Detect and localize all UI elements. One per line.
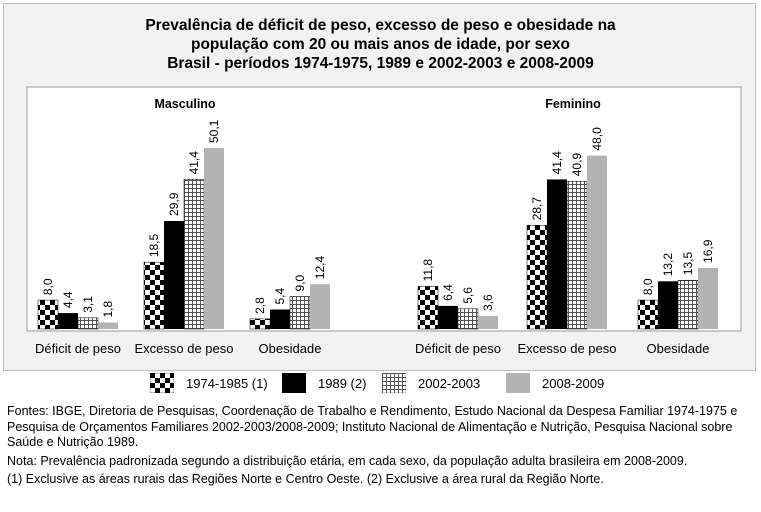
bar (698, 267, 718, 329)
bar (417, 286, 439, 330)
category-label: Excesso de peso (134, 341, 233, 356)
bar-chart: Masculino 8,0 4,4 3,1 1,8 Déficit de peso 18,5… (26, 86, 742, 356)
data-label: 5,4 (273, 287, 287, 304)
bar (637, 299, 659, 330)
legend-item-2002-2003: 2002-2003 (382, 372, 480, 394)
data-label: 9,0 (293, 274, 307, 291)
data-label: 29,9 (167, 192, 181, 216)
legend-label: 2002-2003 (418, 375, 481, 391)
legend-item-2008-2009: 2008-2009 (506, 372, 604, 394)
data-label: 50,1 (207, 119, 221, 143)
panel-title: Feminino (545, 97, 601, 111)
bar (270, 309, 290, 329)
legend-swatch-black (282, 373, 306, 393)
legend-label: 2008-2009 (542, 375, 605, 391)
panel-title: Masculino (154, 97, 215, 111)
legend-swatch-gray (506, 373, 530, 393)
methodology-note: Nota: Prevalência padronizada segundo a … (7, 453, 688, 468)
data-label: 40,9 (570, 153, 584, 177)
bar (77, 317, 99, 330)
legend-swatch-checker (150, 373, 174, 393)
data-label: 3,6 (481, 294, 495, 311)
data-label: 18,5 (147, 233, 161, 257)
category-label: Déficit de peso (415, 341, 501, 356)
chart-title: Prevalência de déficit de peso, excesso … (0, 16, 761, 73)
legend: 1974-1985 (1) 1989 (2) 2002-2003 2008-20… (150, 372, 620, 394)
data-label: 8,0 (41, 278, 55, 295)
data-label: 11,8 (421, 259, 435, 282)
bar (587, 155, 607, 329)
bar (310, 284, 330, 329)
legend-item-1974-1985: 1974-1985 (1) (150, 372, 268, 394)
data-label: 8,0 (641, 278, 655, 295)
sources-note: Fontes: IBGE, Diretoria de Pesquisas, Co… (7, 404, 738, 449)
legend-item-1989: 1989 (2) (282, 372, 366, 394)
category-label: Obesidade (259, 341, 322, 356)
plot-area (26, 86, 742, 332)
bar (98, 322, 118, 329)
bar (438, 305, 458, 329)
data-label: 16,9 (701, 239, 715, 263)
data-label: 4,4 (61, 291, 75, 308)
bar (183, 179, 205, 330)
legend-swatch-grid (382, 373, 406, 393)
bar (677, 279, 699, 330)
notes: Fontes: IBGE, Diretoria de Pesquisas, Co… (7, 404, 755, 491)
legend-label: 1989 (2) (318, 375, 367, 391)
bar (58, 313, 78, 329)
bar (658, 281, 678, 329)
data-label: 48,0 (590, 127, 604, 151)
data-label: 2,8 (253, 297, 267, 314)
category-label: Déficit de peso (35, 341, 121, 356)
chart-title-line-1: Prevalência de déficit de peso, excesso … (145, 17, 616, 34)
bar (249, 318, 271, 330)
bar (143, 261, 165, 330)
category-label: Obesidade (647, 341, 710, 356)
bar (37, 299, 59, 330)
data-label: 5,6 (461, 287, 475, 304)
data-label: 28,7 (530, 197, 544, 221)
bar (204, 148, 224, 329)
data-label: 3,1 (81, 296, 95, 313)
data-label: 13,5 (681, 252, 695, 276)
chart-title-line-2: população com 20 ou mais anos de idade, … (191, 36, 570, 53)
bar (289, 296, 311, 330)
bar (457, 308, 479, 330)
data-label: 12,4 (313, 256, 327, 280)
data-label: 13,2 (661, 253, 675, 277)
data-label: 41,4 (187, 151, 201, 175)
legend-label: 1974-1985 (1) (186, 375, 268, 391)
footnotes: (1) Exclusive as áreas rurais das Regiõe… (7, 472, 604, 486)
bar (164, 220, 184, 329)
data-label: 6,4 (441, 284, 455, 301)
data-label: 1,8 (101, 300, 115, 317)
bar (547, 179, 567, 329)
chart-title-line-3: Brasil - períodos 1974-1975, 1989 e 2002… (167, 55, 594, 72)
bar (566, 180, 588, 330)
category-label: Excesso de peso (517, 341, 616, 356)
bar (478, 315, 498, 329)
data-label: 41,4 (550, 151, 564, 175)
bar (526, 225, 548, 330)
